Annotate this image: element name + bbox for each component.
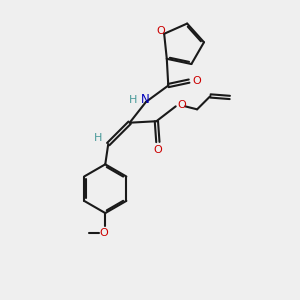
Text: O: O bbox=[100, 228, 109, 238]
Text: H: H bbox=[129, 94, 138, 104]
Text: O: O bbox=[178, 100, 187, 110]
Text: O: O bbox=[154, 145, 162, 155]
Text: N: N bbox=[140, 93, 149, 106]
Text: H: H bbox=[94, 133, 102, 143]
Text: O: O bbox=[157, 26, 166, 36]
Text: O: O bbox=[192, 76, 201, 86]
